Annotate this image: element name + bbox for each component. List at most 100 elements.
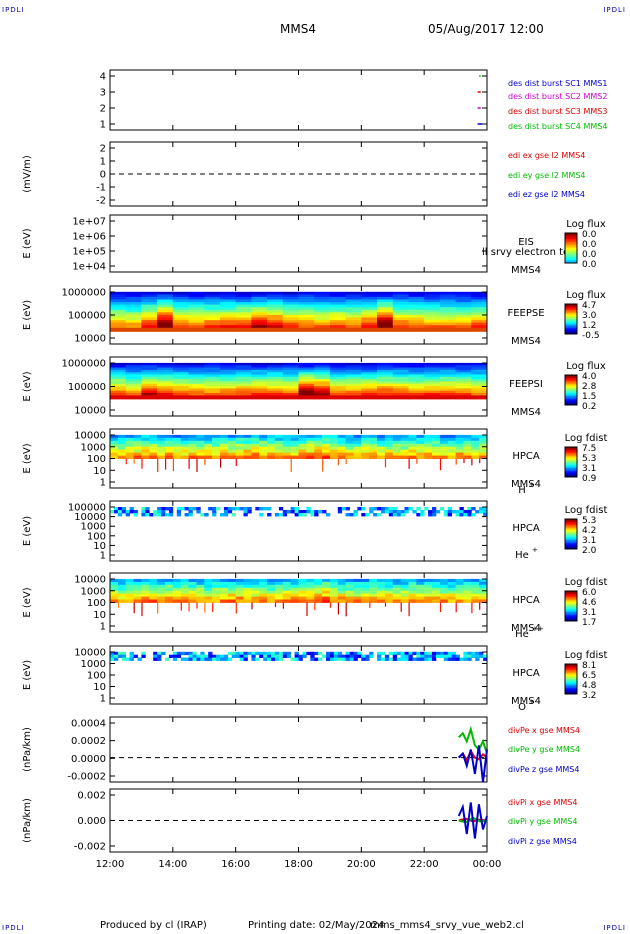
spectrogram-cell [479,581,488,586]
spectrogram-cell [416,654,421,658]
colorbar-cell [565,595,577,598]
spectrogram-cell [220,362,237,366]
spectrogram-cell [322,440,331,445]
spectrogram-cell [251,440,260,445]
spectrogram-cell [180,602,182,611]
spectrogram-cell [204,393,221,396]
spectrogram-cell [110,307,127,311]
spectrogram-cell [188,596,197,600]
spectrogram-cell [392,365,409,368]
spectrogram-cell [439,327,457,332]
spectrogram-cell [439,596,449,600]
corner-label-top-right: IPDLI [603,6,626,14]
spectrogram-cell [165,596,174,600]
spectrogram-cell [149,513,154,517]
spectrogram-cell [314,383,331,387]
spectrogram-cell [471,376,488,380]
spectrogram-cell [314,581,323,586]
spectrogram-cell [220,381,237,385]
spectrogram-cell [435,654,441,658]
spectrogram-cell [298,369,315,373]
spectrogram-cell [455,599,464,603]
spectrogram-cell [204,434,213,439]
spectrogram-cell [369,449,378,453]
spectrogram-cell [298,440,307,445]
spectrogram-cell [145,510,150,514]
colorbar-cell [565,402,577,404]
spectrogram-cell [121,657,127,661]
spectrogram-cell [267,302,284,306]
spectrogram-cell [298,581,307,586]
spectrogram-cell [314,314,331,318]
spectrogram-cell [392,307,409,311]
spectrogram-cell [337,578,347,583]
spectrogram-cell [345,386,362,389]
spectrogram-cell [381,657,386,661]
spectrogram-cell [377,304,394,308]
spectrogram-cell [172,379,189,382]
spectrogram-cell [125,458,127,465]
spectrogram-cell [259,449,268,453]
spectrogram-cell [329,578,339,583]
spectrogram-cell [110,449,119,453]
spectrogram-cell [329,296,347,300]
spectrogram-cell [165,581,174,586]
spectrogram-cell [369,593,378,597]
spectrogram-cell [282,374,299,378]
spectrogram-cell [428,651,433,656]
spectrogram-cell [408,602,410,617]
corner-label-bottom-left: IPDLI [2,924,25,932]
spectrogram-cell [439,372,457,375]
spectrogram-cell [220,314,237,318]
spectrogram-cell [388,651,394,656]
spectrogram-cell [306,455,315,459]
colorbar-cell [565,323,577,326]
spectrogram-cell [314,291,331,295]
spectrogram-cell [432,443,441,448]
spectrogram-cell [377,320,394,324]
spectrogram-cell [377,309,394,313]
spectrogram-cell [471,654,476,658]
spectrogram-cell [125,437,134,442]
spectrogram-cell [172,452,182,456]
spectrogram-cell [141,320,158,324]
spectrogram-cell [298,443,307,448]
colorbar-label: Log fdist [565,650,608,661]
spectrogram-cell [365,654,370,658]
spectrogram-cell [216,654,221,658]
colorbar-cell [565,594,577,596]
y-tick-label: 1000 [81,586,106,597]
y-axis-label: E (eV) [22,587,33,617]
species-charge-label: ++ [532,625,544,633]
spectrogram-cell [361,304,378,308]
colorbar-cell [565,399,577,401]
spectrogram-cell [408,376,425,380]
spectrogram-cell [227,434,237,439]
spectrogram-cell [278,513,284,517]
spectrogram-cell [369,446,378,451]
spectrogram-cell [439,393,457,396]
spectrogram-cell [282,388,299,392]
spectrogram-cell [239,507,244,511]
spectrogram-cell [337,458,339,466]
spectrogram-cell [361,327,378,332]
spectrogram-cell [377,312,394,316]
spectrogram-cell [314,449,323,453]
spectrogram-cell [267,367,284,371]
spectrogram-cell [463,510,468,514]
spectrogram-cell [141,304,158,308]
spectrogram-cell [392,596,402,600]
spectrogram-cell [204,596,213,600]
spectrogram-cell [259,446,268,451]
y-tick-label: -0.0002 [67,772,106,783]
spectrogram-cell [298,304,315,308]
spectrogram-cell [267,587,276,592]
spectrogram-cell [408,304,425,308]
spectrogram-cell [322,578,331,583]
spectrogram-cell [220,325,237,329]
spectrogram-cell [282,593,292,597]
colorbar-cell [565,242,577,244]
spectrogram-cell [157,395,174,400]
spectrogram-cell [424,365,441,368]
spectrogram-cell [408,395,425,400]
